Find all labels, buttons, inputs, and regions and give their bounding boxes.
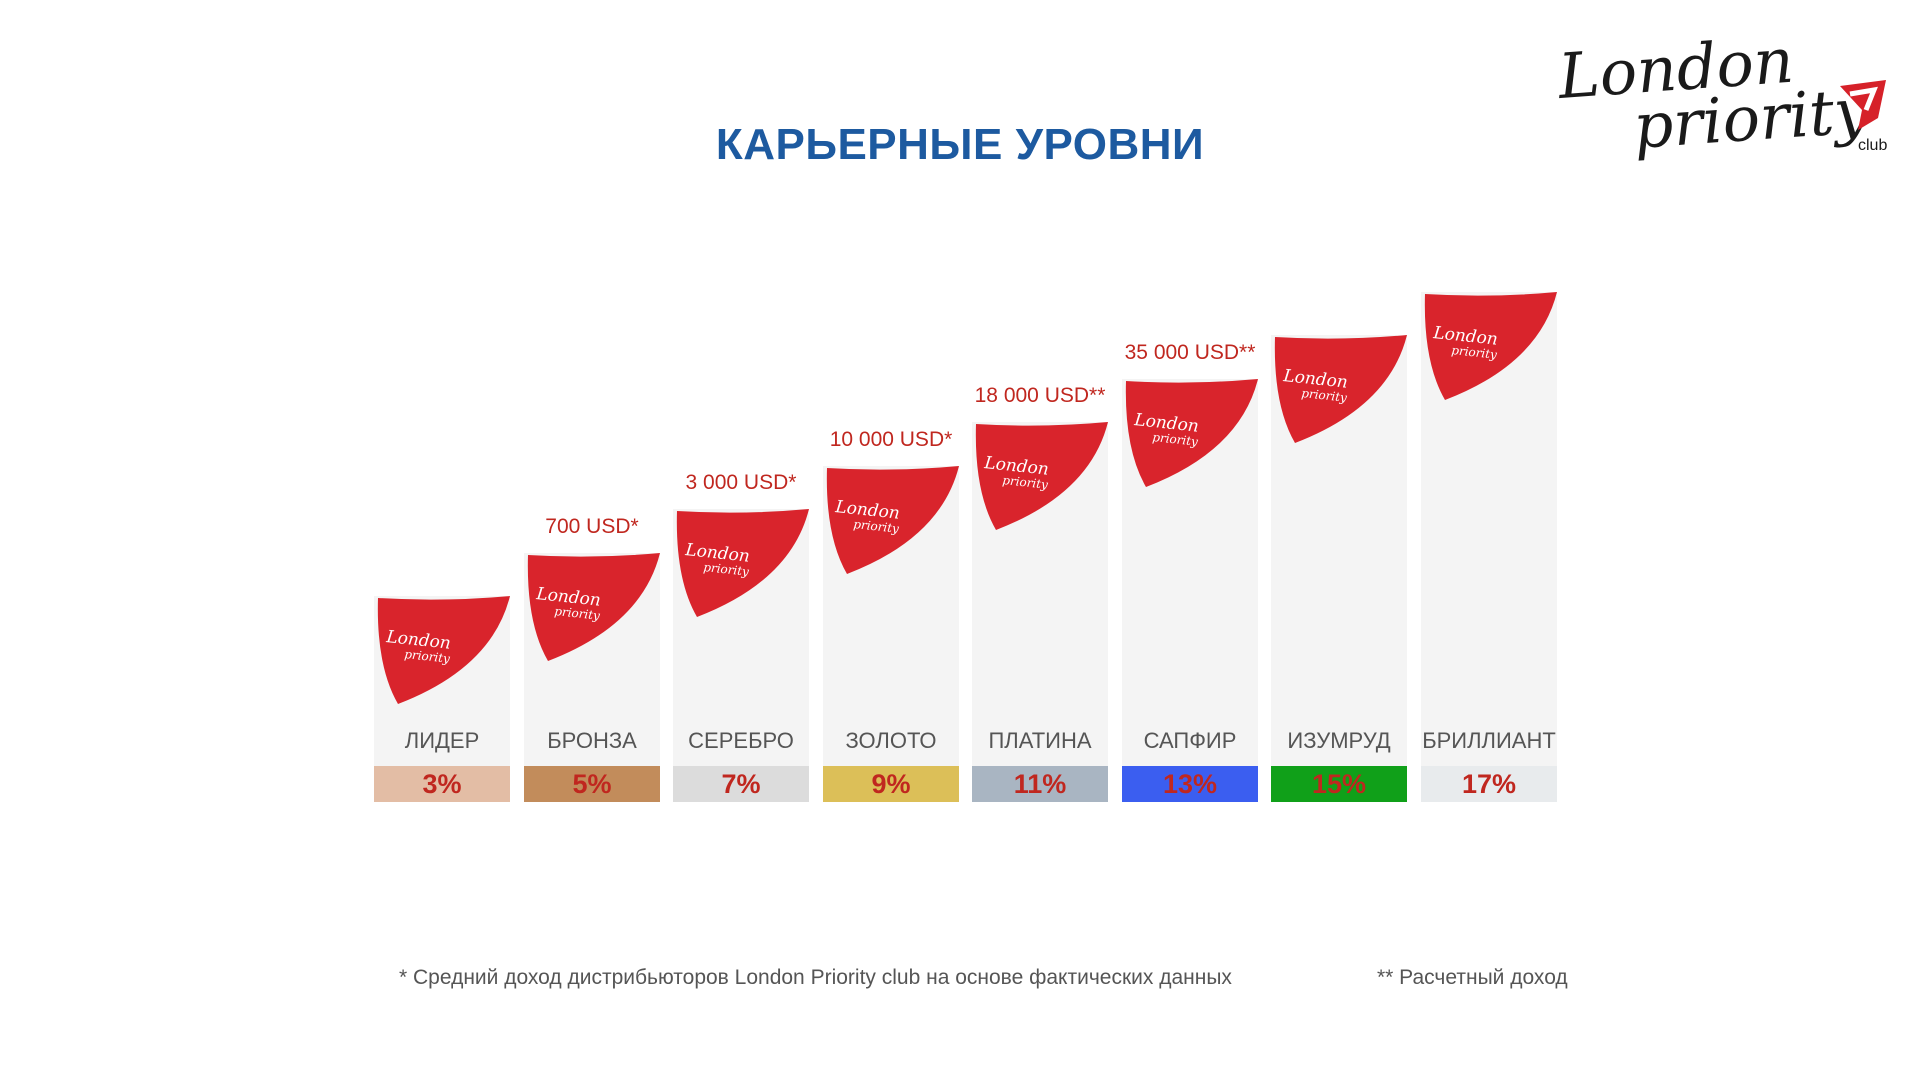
level-name: ЗОЛОТО — [845, 728, 937, 753]
level-name: БРИЛЛИАНТ — [1422, 728, 1556, 753]
level-percent-badge: 9% — [823, 766, 959, 802]
level-percent-badge: 11% — [972, 766, 1108, 802]
level-column: London priority — [374, 596, 510, 766]
level-income: 35 000 USD** — [1124, 341, 1256, 364]
level-name: ЛИДЕР — [404, 728, 480, 753]
level-percent-badge: 13% — [1122, 766, 1258, 802]
level-column: London priority — [1271, 335, 1407, 766]
level-percent-badge: 3% — [374, 766, 510, 802]
shield-script-bottom: priority — [703, 560, 750, 579]
level-percent-badge: 15% — [1271, 766, 1407, 802]
level-income: 10 000 USD* — [829, 428, 953, 451]
brand-logo: London priority club — [1555, 26, 1887, 163]
level-column: London priority — [1421, 292, 1557, 766]
level-column: London priority — [1122, 379, 1258, 766]
footnote-estimated-income: ** Расчетный доход — [1377, 966, 1568, 989]
level-name: ПЛАТИНА — [988, 728, 1092, 753]
level-income: 700 USD* — [545, 515, 639, 538]
shield-script-bottom: priority — [1002, 473, 1049, 492]
level-percent-badge: 17% — [1421, 766, 1557, 802]
shield-script-bottom: priority — [1301, 386, 1348, 405]
level-column: London priority — [673, 509, 809, 766]
shield-script-bottom: priority — [853, 517, 900, 536]
logo-script-priority: priority — [1631, 74, 1872, 163]
footnote-actual-income: * Средний доход дистрибьюторов London Pr… — [399, 966, 1232, 989]
shield-script-bottom: priority — [554, 604, 601, 623]
shield-script-bottom: priority — [1152, 430, 1199, 449]
level-column: London priority — [524, 553, 660, 766]
level-name: ИЗУМРУД — [1287, 728, 1391, 753]
level-column: London priority — [972, 422, 1108, 766]
shield-script-bottom: priority — [1451, 343, 1498, 362]
logo-script-london: London — [1555, 26, 1796, 113]
shield-script-bottom: priority — [404, 647, 451, 666]
level-name: БРОНЗА — [547, 728, 637, 753]
page-title: КАРЬЕРНЫЕ УРОВНИ — [715, 120, 1205, 169]
logo-club-text: club — [1858, 137, 1887, 154]
level-percent-badge: 7% — [673, 766, 809, 802]
level-percent-badge: 5% — [524, 766, 660, 802]
level-name: САПФИР — [1143, 728, 1237, 753]
level-income: 3 000 USD* — [685, 471, 797, 494]
level-column: London priority — [823, 466, 959, 766]
level-income: 18 000 USD** — [974, 384, 1106, 407]
level-name: СЕРЕБРО — [688, 728, 794, 753]
